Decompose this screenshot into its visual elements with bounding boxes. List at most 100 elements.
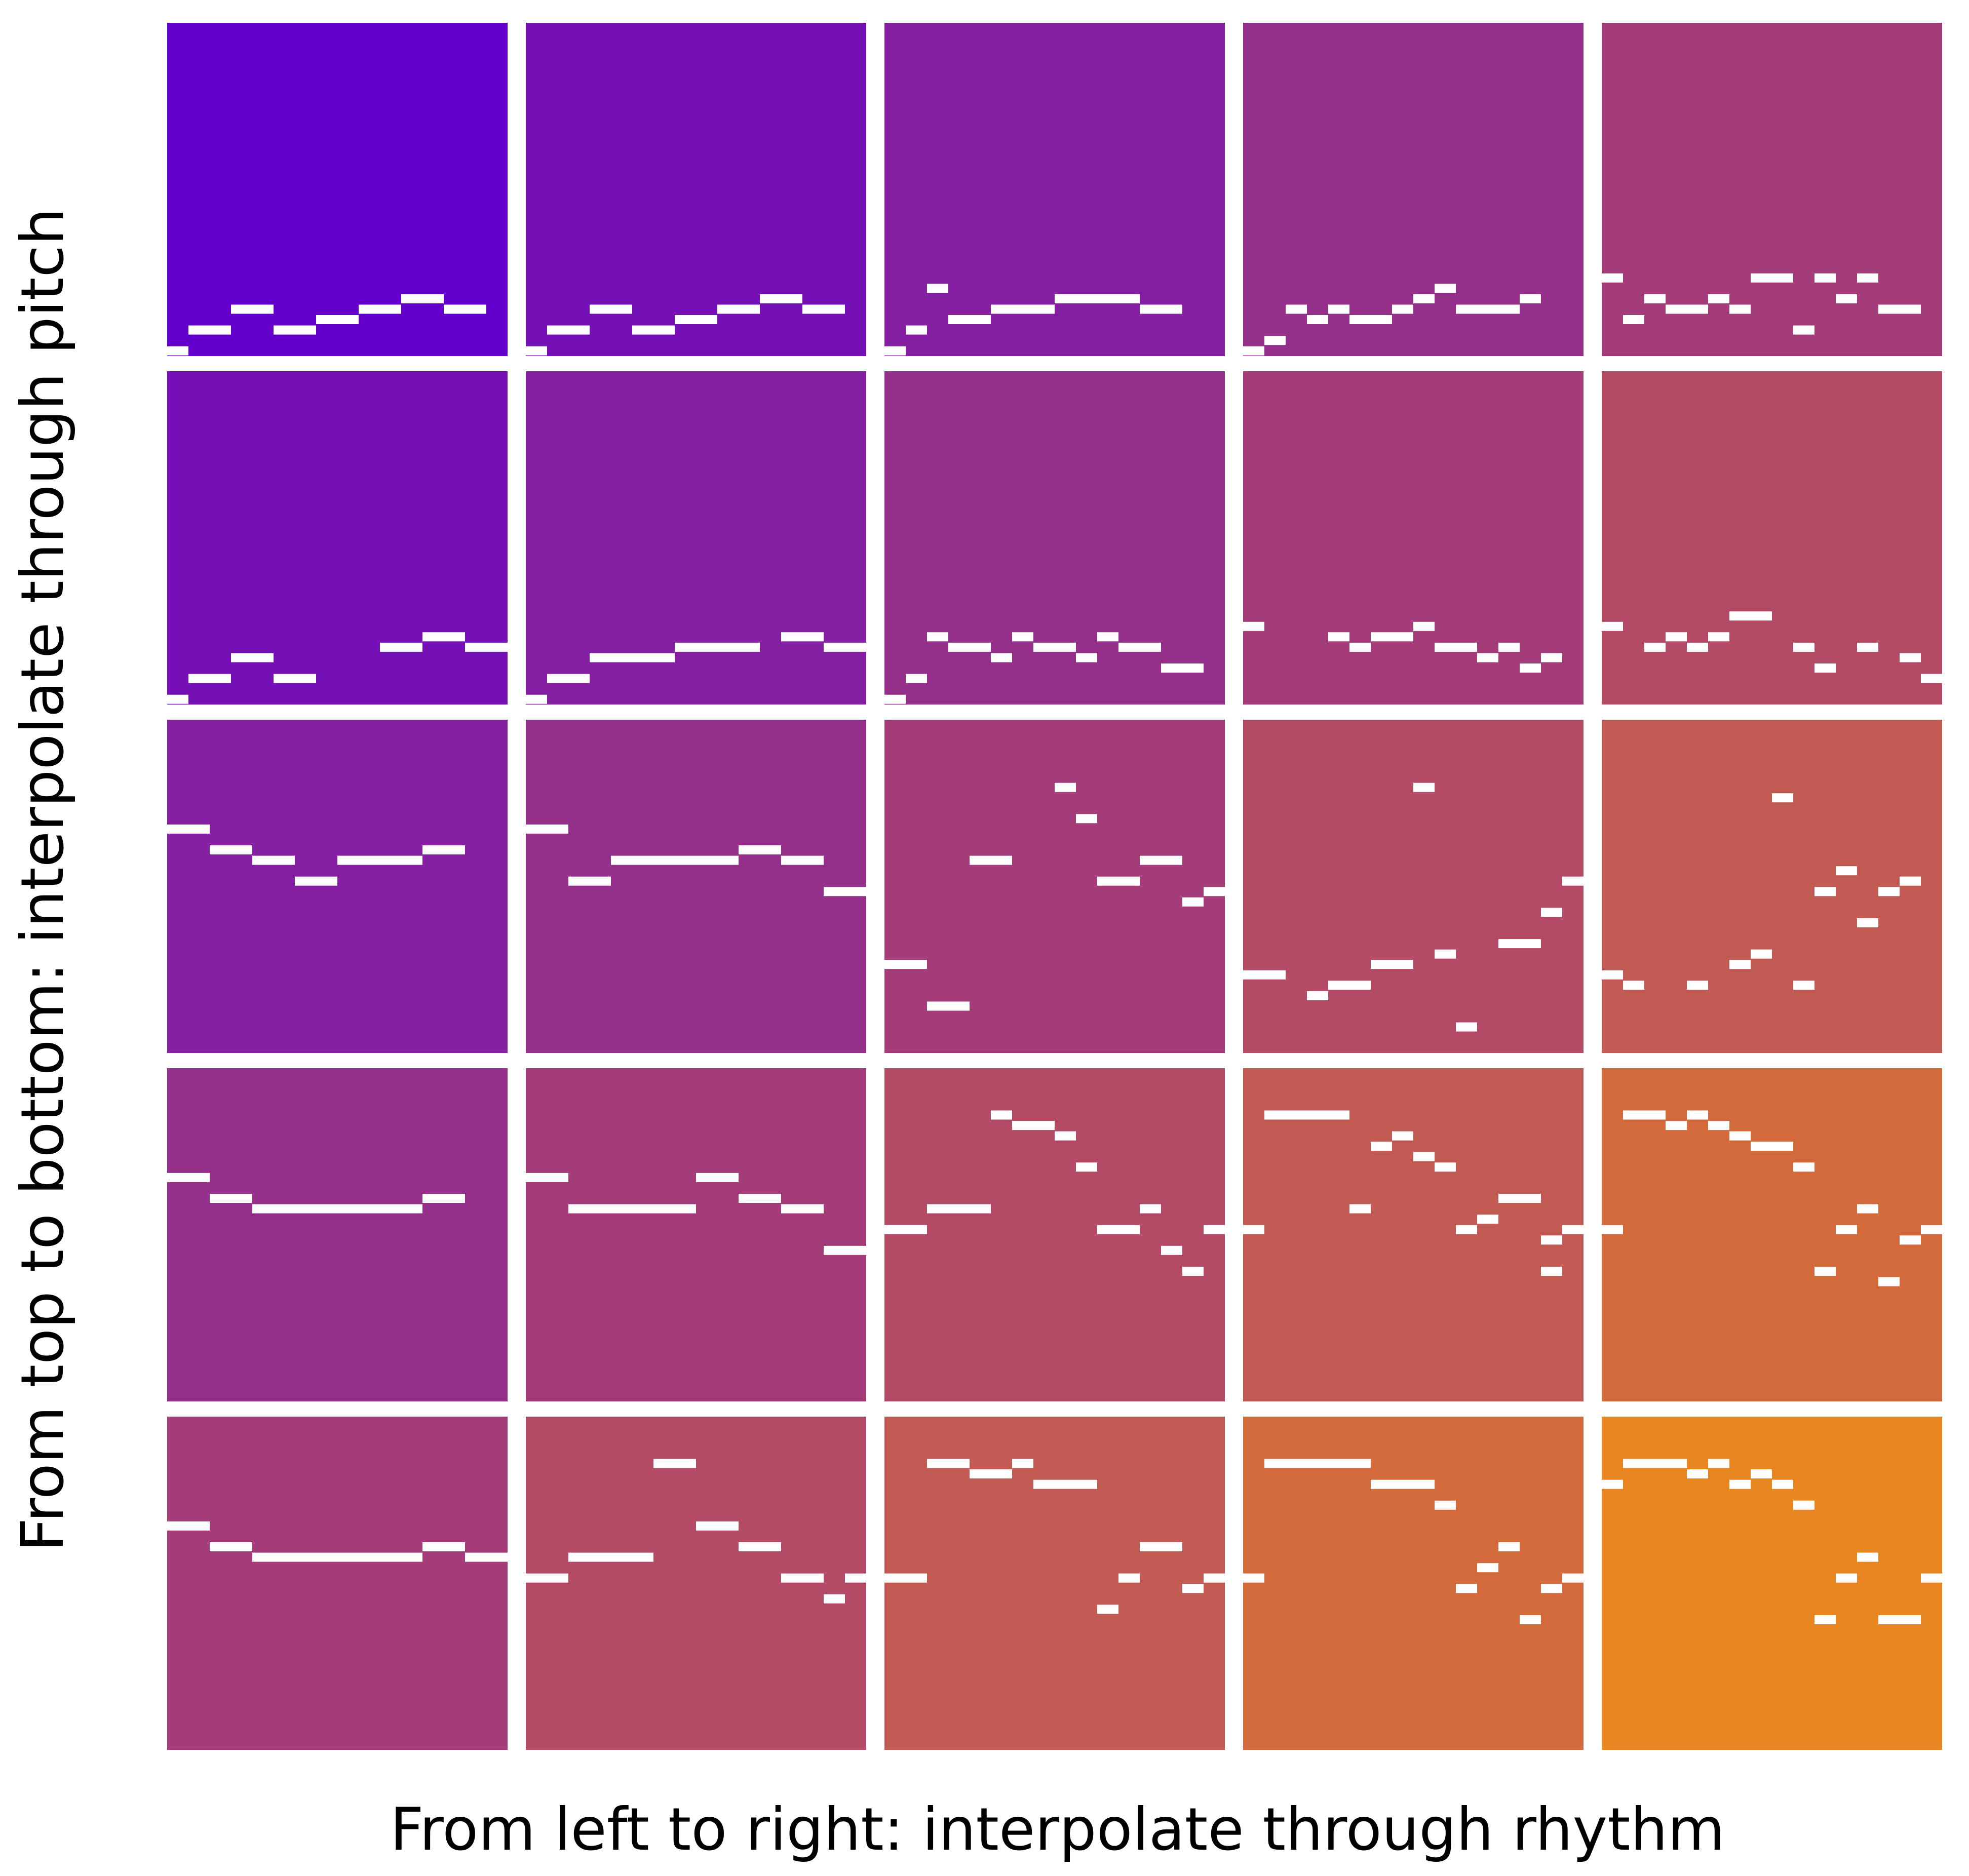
note-bar: [927, 632, 948, 642]
note-bar: [422, 845, 465, 854]
note-bar: [1751, 1142, 1793, 1151]
note-bar: [1204, 887, 1225, 896]
piano-roll-panel: [1243, 23, 1584, 356]
piano-roll-notes: [1243, 621, 1562, 673]
note-bar: [1921, 1225, 1942, 1234]
note-bar: [1772, 1479, 1793, 1489]
note-bar: [1541, 653, 1562, 662]
note-bar: [1204, 1573, 1225, 1583]
note-bar: [781, 1573, 824, 1583]
note-bar: [1857, 273, 1878, 283]
piano-roll-panel: [526, 371, 866, 705]
note-bar: [167, 824, 210, 834]
note-bar: [1243, 1573, 1264, 1583]
note-bar: [1687, 1110, 1708, 1120]
note-bar: [1413, 621, 1435, 631]
note-bar: [739, 1194, 781, 1203]
note-bar: [1477, 653, 1498, 662]
note-bar: [316, 315, 359, 324]
note-bar: [252, 1552, 422, 1562]
piano-roll-panel: [167, 720, 508, 1053]
piano-roll-notes: [1243, 1110, 1584, 1276]
note-bar: [252, 855, 295, 865]
note-bar: [1161, 663, 1204, 673]
note-bar: [1900, 653, 1921, 662]
note-bar: [526, 824, 568, 834]
note-bar: [1371, 1142, 1392, 1151]
note-bar: [1921, 674, 1942, 683]
note-bar: [1562, 1225, 1584, 1234]
note-bar: [422, 1194, 465, 1203]
piano-roll-notes: [526, 824, 866, 896]
note-bar: [1857, 1552, 1878, 1562]
note-bar: [1243, 970, 1286, 980]
note-bar: [1729, 611, 1772, 621]
note-bar: [1708, 1459, 1729, 1468]
note-bar: [1562, 876, 1584, 886]
note-bar: [401, 294, 444, 303]
piano-roll-panel: [1243, 1068, 1584, 1401]
note-bar: [824, 642, 866, 652]
note-bar: [1371, 632, 1413, 642]
note-bar: [760, 294, 802, 303]
piano-roll-notes: [1602, 1459, 1942, 1624]
note-bar: [1182, 1584, 1204, 1593]
note-bar: [1012, 1459, 1033, 1468]
note-bar: [1349, 315, 1392, 324]
note-bar: [526, 346, 547, 356]
note-bar: [802, 304, 845, 314]
piano-roll-panel: [167, 371, 508, 705]
note-bar: [1118, 1573, 1140, 1583]
note-bar: [1243, 1225, 1264, 1234]
note-bar: [1623, 981, 1644, 990]
note-bar: [1857, 642, 1878, 652]
note-bar: [444, 304, 486, 314]
note-bar: [696, 1172, 739, 1182]
note-bar: [1033, 1479, 1097, 1489]
piano-roll-notes: [167, 294, 486, 356]
note-bar: [1328, 981, 1371, 990]
piano-roll-panel: [884, 23, 1225, 356]
note-bar: [781, 855, 824, 865]
note-bar: [1708, 1121, 1729, 1130]
note-bar: [991, 1110, 1012, 1120]
note-bar: [1900, 876, 1921, 886]
note-bar: [906, 325, 927, 335]
piano-roll-notes: [1602, 611, 1942, 683]
note-bar: [568, 1204, 696, 1214]
note-bar: [1793, 1500, 1814, 1510]
note-bar: [1520, 663, 1541, 673]
piano-roll-panel: [1602, 720, 1942, 1053]
note-bar: [1012, 1121, 1055, 1130]
note-bar: [1644, 294, 1666, 303]
note-bar: [295, 876, 337, 886]
note-bar: [1498, 939, 1541, 949]
note-bar: [422, 1542, 465, 1551]
note-bar: [717, 304, 760, 314]
note-bar: [1498, 642, 1520, 652]
note-bar: [1140, 1542, 1182, 1551]
note-bar: [1286, 304, 1307, 314]
note-bar: [1243, 621, 1264, 631]
note-bar: [1055, 294, 1140, 303]
note-bar: [210, 845, 252, 854]
piano-roll-notes: [1602, 273, 1921, 335]
piano-roll-panel: [884, 1068, 1225, 1401]
note-bar: [1541, 908, 1562, 917]
note-bar: [1772, 793, 1793, 803]
note-bar: [1140, 304, 1182, 314]
note-bar: [1751, 1469, 1772, 1479]
note-bar: [1413, 783, 1435, 792]
note-bar: [274, 325, 316, 335]
note-bar: [1687, 981, 1708, 990]
note-bar: [231, 653, 274, 662]
piano-roll-notes: [167, 1172, 465, 1214]
piano-roll-notes: [884, 1459, 1225, 1614]
note-bar: [1814, 1615, 1836, 1624]
note-bar: [1751, 949, 1772, 959]
note-bar: [252, 1204, 422, 1214]
note-bar: [632, 325, 675, 335]
note-bar: [675, 642, 760, 652]
note-bar: [1435, 284, 1456, 293]
